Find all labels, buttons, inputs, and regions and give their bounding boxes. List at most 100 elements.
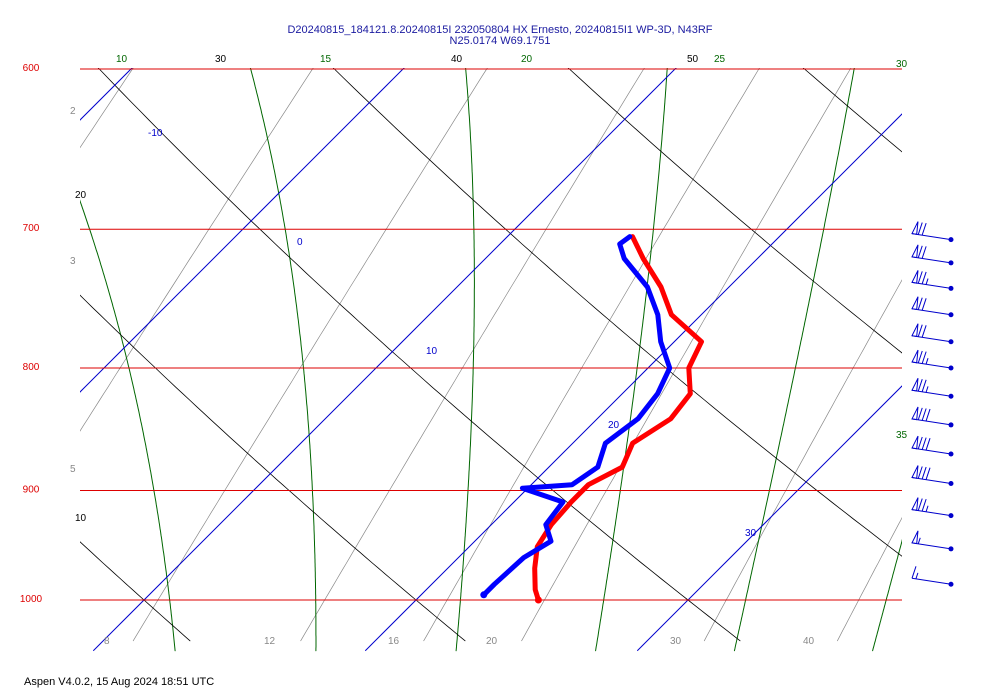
- wind-barb: [911, 323, 954, 345]
- wind-barb-staff: [911, 233, 952, 241]
- wind-barb-staff: [911, 577, 952, 585]
- wind-barb: [911, 406, 954, 428]
- mixing-ratio-label-16: 16: [388, 636, 400, 647]
- wind-barb-dot: [948, 513, 954, 519]
- wind-barb-flag: [921, 222, 927, 236]
- isotherm-line: [909, 52, 1000, 651]
- moist-adiabat-line: [733, 68, 855, 652]
- wind-barb-half-flag: [917, 537, 921, 544]
- wind-barb-dot: [948, 237, 954, 243]
- wind-barb: [911, 296, 954, 318]
- moist-adiabat-line: [595, 68, 668, 652]
- moist-adiabat-label-10: 10: [116, 54, 128, 65]
- software-footer: Aspen V4.0.2, 15 Aug 2024 18:51 UTC: [24, 676, 215, 688]
- wind-barb-flag: [917, 222, 923, 235]
- isotherm-label--10: -10: [148, 128, 163, 139]
- wind-barb-staff: [911, 361, 952, 369]
- wind-barb-flag: [921, 408, 927, 421]
- wind-barb: [911, 566, 954, 587]
- mixing-ratio-line: [132, 68, 488, 642]
- wind-barb-flag: [925, 408, 931, 422]
- mixing-ratio-label-5: 5: [70, 464, 76, 475]
- wind-barb-pennant: [911, 323, 919, 338]
- wind-barb-flag: [917, 271, 923, 284]
- moist-adiabat-label-35: 35: [896, 430, 908, 441]
- dewpoint-surface-point: [480, 591, 488, 599]
- chart-title: D20240815_184121.8.20240815I 232050804 H…: [287, 24, 713, 36]
- wind-barb-dot: [948, 393, 954, 399]
- wind-barb-staff: [911, 281, 952, 289]
- wind-barb-half-flag: [925, 386, 929, 393]
- wind-barb-pennant: [911, 497, 919, 511]
- wind-barb-flag: [921, 351, 927, 364]
- wind-barb-dot: [948, 451, 954, 457]
- wind-barb: [911, 244, 954, 266]
- chart-subtitle: N25.0174 W69.1751: [449, 35, 551, 47]
- wind-barb: [911, 270, 954, 291]
- wind-barb-staff: [911, 542, 952, 550]
- mixing-ratio-line: [423, 68, 760, 642]
- pressure-label-900: 900: [23, 484, 40, 495]
- wind-barb-staff: [911, 477, 952, 485]
- wind-barb-half-flag: [925, 358, 929, 365]
- mixing-ratio-label-8: 8: [104, 636, 110, 647]
- wind-barb-flag: [921, 498, 927, 512]
- dry-adiabat-label-30: 30: [215, 54, 227, 65]
- moist-adiabat-line: [455, 68, 475, 652]
- temperature-surface-point: [534, 596, 542, 604]
- wind-barb-flag: [921, 271, 927, 285]
- wind-barb-flag: [921, 246, 927, 259]
- mixing-ratio-line: [80, 68, 314, 432]
- wind-barb-staff: [911, 308, 952, 316]
- wind-barb-pennant: [911, 435, 919, 450]
- temperature-profile: [532, 234, 704, 603]
- mixing-ratio-label-40: 40: [803, 636, 815, 647]
- dry-adiabat-line: [80, 541, 191, 642]
- wind-barb: [911, 349, 954, 371]
- wind-barb-dot: [948, 422, 954, 428]
- isotherm-line: [92, 68, 677, 652]
- wind-barb-pennant: [911, 378, 919, 392]
- wind-barb-pennant: [911, 530, 919, 545]
- wind-barb: [911, 378, 954, 399]
- wind-barb-pennant: [911, 349, 919, 364]
- pressure-label-800: 800: [23, 362, 40, 373]
- wind-barb: [911, 435, 954, 457]
- wind-barb: [911, 221, 954, 243]
- pressure-label-1000: 1000: [20, 594, 43, 605]
- isotherm-label-10: 10: [426, 346, 438, 357]
- wind-barb-staff: [911, 335, 952, 343]
- wind-barb-flag: [917, 350, 923, 364]
- moist-adiabat-label-20: 20: [521, 54, 533, 65]
- moist-adiabat-line: [0, 52, 34, 651]
- dry-adiabat-label-40: 40: [451, 54, 463, 65]
- wind-barb-flag: [921, 379, 927, 392]
- mixing-ratio-label-3: 3: [70, 256, 76, 267]
- wind-barb-flag: [911, 566, 917, 579]
- dry-adiabat-line: [567, 68, 902, 354]
- wind-barb-staff: [911, 447, 952, 455]
- wind-barb-pennant: [911, 221, 919, 235]
- dry-adiabat-line: [332, 68, 902, 557]
- wind-barb-dot: [948, 546, 954, 552]
- wind-barb-flag: [917, 466, 923, 479]
- wind-barb-pennant: [911, 270, 919, 284]
- wind-barb: [911, 497, 954, 519]
- wind-barb-pennant: [911, 465, 919, 479]
- wind-barb-flag: [921, 466, 927, 480]
- wind-barb-half-flag: [925, 505, 929, 512]
- dry-adiabat-line: [97, 68, 741, 642]
- wind-barb-dot: [948, 312, 954, 318]
- wind-barb: [911, 530, 954, 552]
- wind-barb-dot: [948, 365, 954, 371]
- dry-adiabat-label-50: 50: [687, 54, 699, 65]
- isotherm-label-20: 20: [608, 420, 620, 431]
- wind-barb-flag: [917, 407, 923, 421]
- moist-adiabat-line: [872, 538, 902, 652]
- wind-barb-staff: [911, 256, 952, 264]
- wind-barb-flag: [917, 297, 923, 310]
- wind-barb-flag: [921, 437, 927, 450]
- wind-barb-flag: [917, 324, 923, 337]
- mixing-ratio-line: [300, 68, 645, 642]
- wind-barb-pennant: [911, 244, 919, 259]
